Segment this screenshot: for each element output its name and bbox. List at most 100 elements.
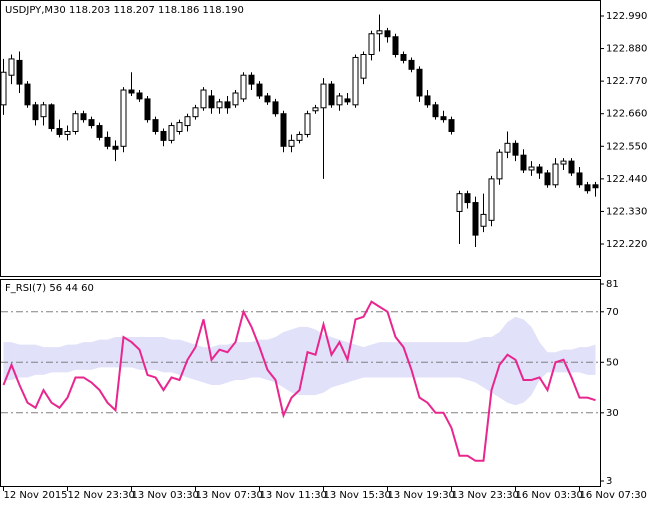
candle-body (536, 166, 543, 174)
y-tick-label: 3 (606, 476, 612, 487)
candle-body (512, 142, 519, 156)
x-tick-label: 13 Nov 07:30 (196, 490, 263, 501)
candle-body (224, 101, 231, 109)
x-tick-label: 13 Nov 23:30 (452, 490, 519, 501)
candle-body (80, 113, 87, 121)
candle-body (464, 193, 471, 204)
x-tick-label: 13 Nov 19:30 (388, 490, 455, 501)
candle-body (320, 83, 327, 109)
candle-body (208, 95, 215, 109)
candle-body (576, 172, 583, 186)
candle-body (544, 172, 551, 186)
y-tick-label: 81 (606, 279, 619, 290)
candle-body (8, 58, 15, 76)
candle-body (232, 92, 239, 106)
candle-body (168, 125, 175, 141)
y-tick-label: 122.330 (606, 206, 647, 217)
y-tick-label: 122.220 (606, 239, 647, 250)
candle-body (552, 163, 559, 186)
candle-body (64, 130, 71, 135)
candle-body (416, 68, 423, 97)
candle-body (352, 56, 359, 106)
x-tick-label: 13 Nov 11:30 (260, 490, 327, 501)
candle-body (128, 89, 135, 94)
candle-body (488, 178, 495, 221)
candle-body (184, 116, 191, 127)
candle-body (360, 53, 367, 79)
candle-body (312, 107, 319, 112)
candle-body (448, 119, 455, 132)
candle-body (592, 184, 599, 189)
price-pane (0, 14, 599, 247)
candle-body (248, 74, 255, 85)
candle-body (440, 116, 447, 121)
candle-body (152, 119, 159, 132)
candle-body (144, 98, 151, 121)
x-tick-label: 16 Nov 07:30 (580, 490, 647, 501)
candle-body (304, 113, 311, 135)
candle-body (520, 154, 527, 171)
candle-body (528, 166, 535, 171)
candle-body (408, 59, 415, 70)
candle-body (48, 104, 55, 130)
candle-body (336, 95, 343, 106)
y-tick-label: 122.990 (606, 11, 647, 22)
candle-body (192, 107, 199, 118)
y-tick-label: 122.440 (606, 174, 647, 185)
candle-body (432, 104, 439, 118)
y-tick-label: 122.660 (606, 109, 647, 120)
candle-body (480, 213, 487, 227)
candle-body (496, 151, 503, 180)
candle-body (424, 95, 431, 106)
x-tick-label: 12 Nov 2015 (4, 490, 68, 501)
rsi-line (2, 300, 596, 462)
y-tick-label: 70 (606, 307, 619, 318)
candle-body (88, 119, 95, 127)
candle-body (344, 98, 351, 103)
candle-body (384, 30, 391, 38)
y-tick-label: 30 (606, 408, 619, 419)
candle-body (584, 184, 591, 192)
y-tick-label: 122.770 (606, 76, 647, 87)
x-tick-label: 13 Nov 03:30 (132, 490, 199, 501)
x-tick-label: 16 Nov 03:30 (516, 490, 583, 501)
price-pane-frame (0, 0, 601, 277)
x-tick-label: 12 Nov 23:30 (68, 490, 135, 501)
candle-body (96, 125, 103, 138)
candle-body (504, 142, 511, 153)
candle-body (400, 53, 407, 61)
y-tick-label: 50 (606, 357, 619, 368)
candle-body (568, 160, 575, 174)
candle-body (368, 33, 375, 55)
candle-body (160, 130, 167, 141)
candle-body (472, 202, 479, 236)
candle-body (376, 30, 383, 35)
candle-body (240, 74, 247, 100)
candle-body (56, 128, 63, 135)
candle-body (136, 92, 143, 100)
candle-body (32, 104, 39, 121)
candle-body (288, 139, 295, 147)
candle-body (280, 113, 287, 147)
candle-body (24, 83, 31, 106)
candle-body (264, 95, 271, 103)
candle-body (328, 83, 335, 106)
candle-body (176, 122, 183, 132)
candle-body (392, 36, 399, 55)
indicator-title: F_RSI(7) 56 44 60 (5, 283, 94, 294)
chart-title: USDJPY,M30 118.203 118.207 118.186 118.1… (5, 5, 244, 16)
indicator-pane (1, 300, 600, 462)
candle-body (112, 145, 119, 150)
y-tick-label: 122.880 (606, 44, 647, 55)
candle-body (456, 193, 463, 212)
candle-body (16, 59, 23, 85)
y-tick-label: 122.550 (606, 141, 647, 152)
band-area (3, 316, 596, 406)
candle-body (296, 133, 303, 141)
candle-body (40, 104, 47, 118)
candle-body (0, 71, 7, 106)
candle-body (272, 101, 279, 115)
candle-body (200, 89, 207, 109)
